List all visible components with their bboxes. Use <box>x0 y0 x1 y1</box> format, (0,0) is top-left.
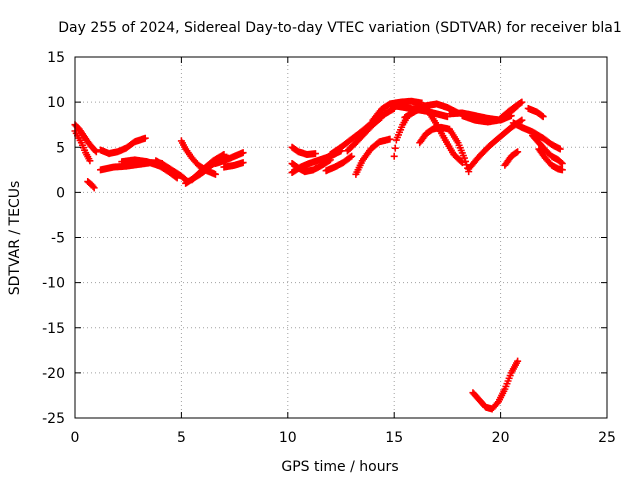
data-markers-arc-y <box>416 123 473 176</box>
grid <box>75 57 607 418</box>
series-arc-ai <box>469 357 522 413</box>
y-tick-label: -20 <box>42 366 65 382</box>
series-arc-m <box>288 143 319 158</box>
data-markers-arc-j <box>188 150 228 184</box>
x-tick-label: 10 <box>279 430 297 446</box>
data-markers-arc-ai <box>469 357 522 413</box>
series-arc-af <box>529 132 566 167</box>
series-arc-c <box>84 178 98 192</box>
data-markers-arc-c <box>84 178 98 192</box>
series-arc-s <box>352 135 394 178</box>
x-tick-label: 0 <box>71 430 80 446</box>
data-markers-arc-r <box>343 113 385 155</box>
data-markers-arc-x <box>411 100 466 167</box>
y-tick-label: 0 <box>56 185 65 201</box>
data-markers-arc-s <box>352 135 394 178</box>
y-tick-label: -15 <box>42 321 65 337</box>
data-markers-arc-p <box>322 152 356 175</box>
y-tick-label: 5 <box>56 140 65 156</box>
series-arc-ag <box>535 145 566 174</box>
data-markers-arc-l <box>220 159 247 171</box>
series-arc-ae <box>509 119 564 153</box>
x-tick-label: 5 <box>177 430 186 446</box>
chart-title: Day 255 of 2024, Sidereal Day-to-day VTE… <box>58 20 621 36</box>
series-arc-ac <box>497 98 526 122</box>
series-arc-x <box>411 100 466 167</box>
y-tick-label: -10 <box>42 276 65 292</box>
y-tick-label: -5 <box>51 231 65 247</box>
data-markers-arc-ad <box>524 104 547 121</box>
x-tick-label: 25 <box>598 430 616 446</box>
data-markers-arc-g <box>152 157 192 186</box>
y-tick-label: 15 <box>47 50 65 66</box>
data-markers-arc-k <box>211 149 247 167</box>
data-markers-arc-af <box>529 132 566 167</box>
y-tick-label: 10 <box>47 95 65 111</box>
y-axis-label: SDTVAR / TECUs <box>7 181 23 296</box>
series-arc-q <box>326 104 398 158</box>
series-arc-k <box>211 149 247 167</box>
series-arc-ah <box>501 148 522 169</box>
series-arc-j <box>188 150 228 184</box>
y-tick-label: -25 <box>42 411 65 427</box>
series-arc-y <box>416 123 473 176</box>
series-arc-r <box>343 113 385 155</box>
axis-ticks: 0 5 10 15 20 25 -25 -20 -15 -10 -5 0 5 10 15 <box>42 50 616 446</box>
x-tick-label: 20 <box>492 430 510 446</box>
data-points <box>71 97 566 413</box>
series-arc-l <box>220 159 247 171</box>
x-tick-label: 15 <box>385 430 403 446</box>
series-arc-ad <box>524 104 547 121</box>
series-arc-p <box>322 152 356 175</box>
data-markers-arc-ah <box>501 148 522 169</box>
data-markers-arc-ag <box>535 145 566 174</box>
series-arc-g <box>152 157 192 186</box>
data-markers-arc-q <box>326 104 398 158</box>
x-axis-label: GPS time / hours <box>281 459 398 475</box>
series-arc-d <box>97 134 149 158</box>
data-markers-arc-ac <box>497 98 526 122</box>
data-markers-arc-ae <box>509 119 564 153</box>
data-markers-arc-d <box>97 134 149 158</box>
data-markers-arc-m <box>288 143 319 158</box>
